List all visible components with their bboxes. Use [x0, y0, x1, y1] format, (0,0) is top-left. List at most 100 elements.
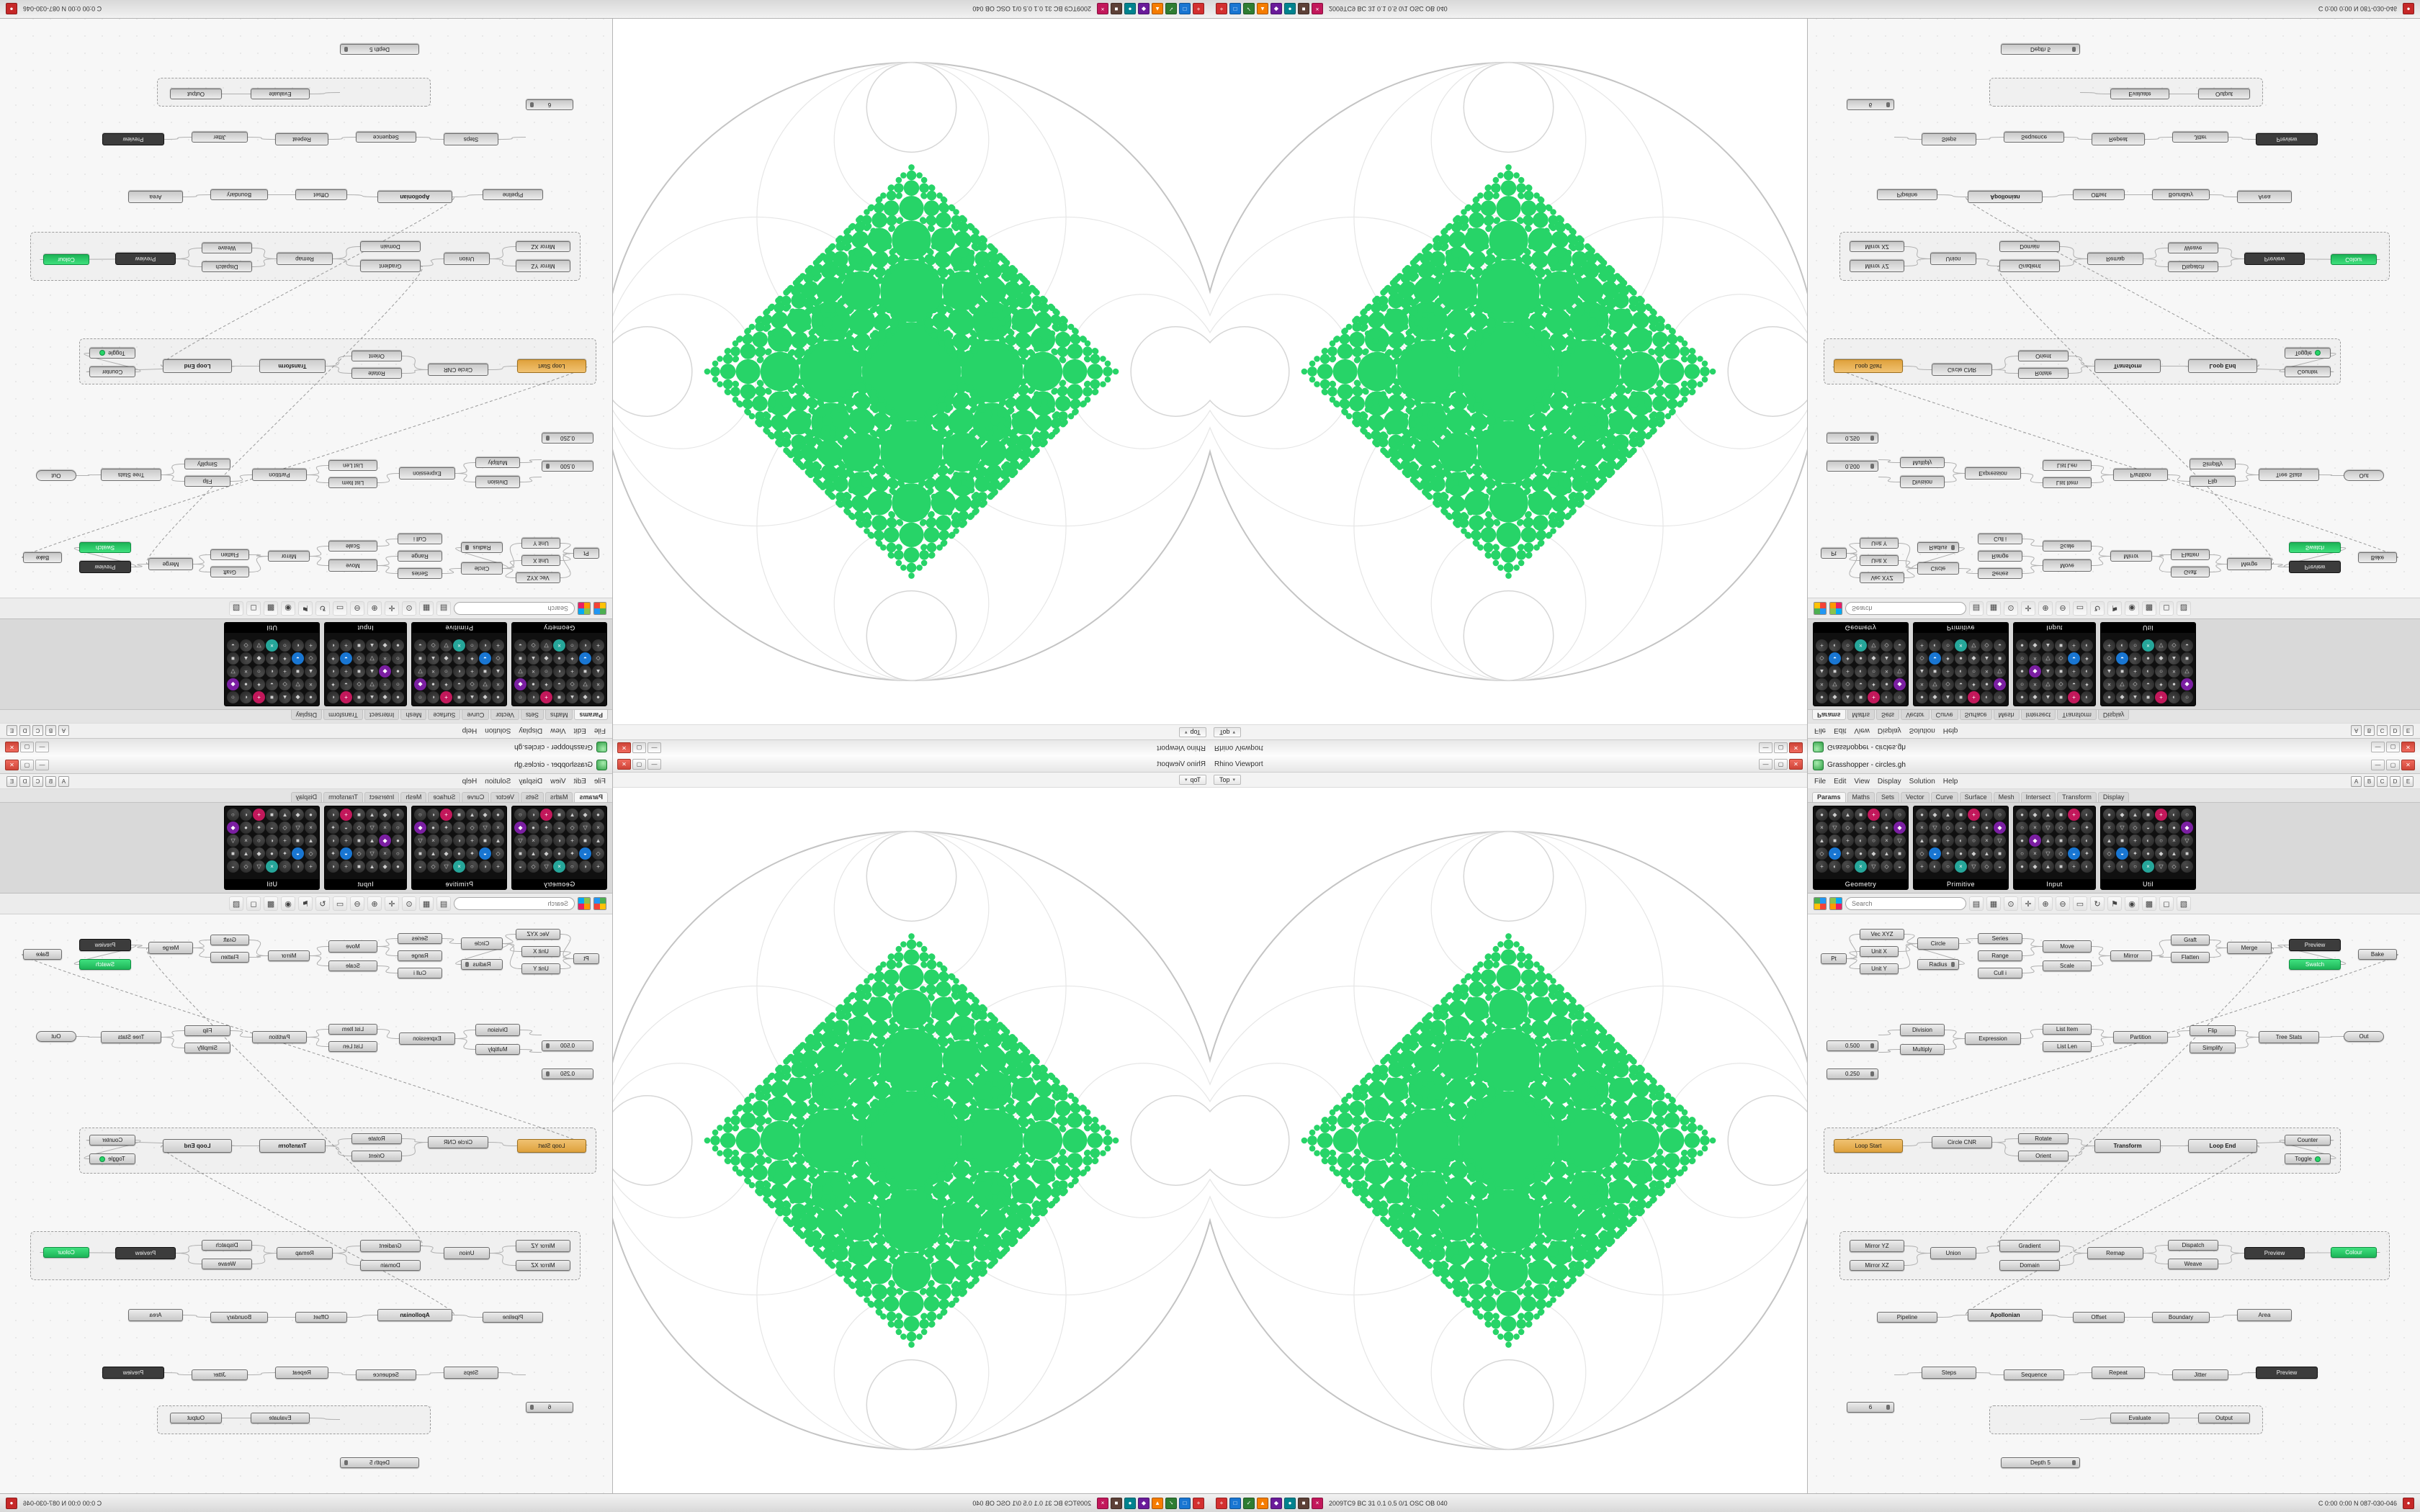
component-icon[interactable]: +	[466, 834, 478, 847]
component-icon[interactable]: ◇	[1816, 652, 1828, 665]
component-icon[interactable]: ▲	[2129, 691, 2141, 703]
component-icon[interactable]: ▲	[466, 809, 478, 821]
component-icon[interactable]: ◒	[292, 652, 304, 665]
gh-node-preview[interactable]: Preview	[2256, 133, 2318, 145]
gh-node-tree-stats[interactable]: Tree Stats	[2259, 469, 2319, 481]
tab-params[interactable]: Params	[574, 792, 608, 802]
gh-node-depth-5[interactable]: Depth 5	[340, 1457, 419, 1468]
quick-tab-d[interactable]: D	[19, 725, 30, 737]
component-icon[interactable]: ●	[1981, 678, 1993, 690]
component-icon[interactable]: ◒	[340, 847, 352, 860]
component-icon[interactable]: ▽	[1929, 678, 1941, 690]
component-icon[interactable]: ■	[353, 639, 365, 652]
gh-node-orient[interactable]: Orient	[351, 351, 402, 361]
component-icon[interactable]: +	[340, 691, 352, 703]
quick-tab-b[interactable]: B	[45, 775, 56, 787]
component-icon[interactable]: ○	[466, 860, 478, 873]
component-icon[interactable]: ◇	[466, 822, 478, 834]
component-icon[interactable]: ●	[1816, 809, 1828, 821]
component-icon[interactable]: ●	[1916, 691, 1928, 703]
gh-node-division[interactable]: Division	[1900, 1024, 1945, 1036]
component-icon[interactable]: ◆	[292, 809, 304, 821]
component-icon[interactable]: ◇	[279, 822, 291, 834]
gh-node-series[interactable]: Series	[1978, 568, 2022, 579]
component-icon[interactable]: ▽	[253, 860, 265, 873]
component-icon[interactable]: +	[566, 665, 578, 678]
gh-node-loop-end[interactable]: Loop End	[2188, 359, 2257, 373]
component-icon[interactable]: ×	[2029, 822, 2041, 834]
component-icon[interactable]: ×	[379, 822, 391, 834]
component-icon[interactable]: ◐	[292, 860, 304, 873]
statusbar-app-icon[interactable]: +	[1216, 1497, 1227, 1509]
component-icon[interactable]: ◒	[1994, 639, 2006, 652]
component-icon[interactable]: ○	[227, 691, 239, 703]
gh-node-circle[interactable]: Circle	[1917, 562, 1959, 575]
gh-node-remap[interactable]: Remap	[2087, 1247, 2143, 1259]
component-icon[interactable]: ○	[2181, 691, 2193, 703]
component-icon[interactable]: ◒	[2068, 847, 2080, 860]
component-icon[interactable]: ◆	[1868, 652, 1880, 665]
gh-node-merge[interactable]: Merge	[148, 558, 193, 570]
component-icon[interactable]: ▲	[592, 665, 604, 678]
component-icon[interactable]: ✦	[466, 847, 478, 860]
menu-item-solution[interactable]: Solution	[1909, 777, 1935, 786]
gh-node-circle[interactable]: Circle	[1917, 937, 1959, 950]
component-icon[interactable]: ◇	[353, 822, 365, 834]
statusbar-app-icon[interactable]: ▲	[1257, 1497, 1268, 1509]
gh-node-preview[interactable]: Preview	[2256, 1367, 2318, 1379]
component-icon[interactable]: +	[253, 691, 265, 703]
gh-node-mirror-xz[interactable]: Mirror XZ	[516, 1260, 570, 1271]
gh-node-boundary[interactable]: Boundary	[2152, 189, 2210, 200]
gh-node-expression[interactable]: Expression	[399, 467, 455, 480]
tab-vector[interactable]: Vector	[1901, 710, 1930, 720]
menu-item-edit[interactable]: Edit	[573, 777, 586, 786]
component-icon[interactable]: ▲	[305, 665, 317, 678]
gh-node-merge[interactable]: Merge	[148, 942, 193, 954]
statusbar-app-icon[interactable]: ✓	[1243, 3, 1255, 15]
component-icon[interactable]: ◇	[1842, 678, 1854, 690]
gh-node-dispatch[interactable]: Dispatch	[2168, 261, 2218, 272]
gh-node-remap[interactable]: Remap	[277, 253, 333, 265]
component-icon[interactable]: ✦	[540, 678, 552, 690]
quick-tab-e[interactable]: E	[6, 775, 17, 787]
component-icon[interactable]: ◒	[414, 860, 426, 873]
gh-node-repeat[interactable]: Repeat	[275, 133, 328, 145]
component-icon[interactable]: ✦	[327, 847, 339, 860]
gh-node-simplify[interactable]: Simplify	[2190, 1043, 2236, 1053]
component-icon[interactable]: ▽	[366, 652, 378, 665]
component-icon[interactable]: ○	[392, 678, 404, 690]
component-icon[interactable]: ●	[2016, 860, 2028, 873]
component-icon[interactable]: ◐	[2116, 639, 2128, 652]
component-icon[interactable]: ◆	[1968, 847, 1980, 860]
component-icon[interactable]: ✦	[253, 822, 265, 834]
component-icon[interactable]: ◐	[527, 691, 539, 703]
tab-intersect[interactable]: Intersect	[364, 792, 400, 802]
component-icon[interactable]: ▽	[2042, 847, 2054, 860]
gh-node-unit-x[interactable]: Unit X	[1860, 946, 1899, 957]
component-icon[interactable]: ▲	[1881, 652, 1893, 665]
component-icon[interactable]: ▽	[2155, 860, 2167, 873]
gh-node-vec-xyz[interactable]: Vec XYZ	[516, 572, 560, 583]
component-icon[interactable]: ▽	[292, 678, 304, 690]
gh-node-repeat[interactable]: Repeat	[2092, 133, 2145, 145]
component-icon[interactable]: ■	[1994, 652, 2006, 665]
component-icon[interactable]: ◇	[1942, 678, 1954, 690]
gh-node-circle[interactable]: Circle	[461, 562, 503, 575]
gh-node-cull-i[interactable]: Cull i	[398, 534, 442, 544]
toolbar-icon[interactable]: ▤	[436, 601, 451, 616]
gh-node-loop-end[interactable]: Loop End	[2188, 1139, 2257, 1153]
component-icon[interactable]: ✦	[2081, 847, 2093, 860]
gh-node-vec-xyz[interactable]: Vec XYZ	[1860, 929, 1904, 940]
statusbar-app-icon[interactable]: ●	[1284, 3, 1296, 15]
component-icon[interactable]: ◇	[1916, 652, 1928, 665]
gh-node-multiply[interactable]: Multiply	[475, 1044, 520, 1055]
gh-node-dispatch[interactable]: Dispatch	[202, 261, 252, 272]
toolbar-icon[interactable]: ▭	[2073, 896, 2087, 911]
component-icon[interactable]: +	[2129, 665, 2141, 678]
gh-node-toggle[interactable]: Toggle	[2285, 1153, 2331, 1164]
gh-node-rotate[interactable]: Rotate	[351, 1133, 402, 1144]
statusbar-app-icon[interactable]: +	[1216, 3, 1227, 15]
component-icon[interactable]: ▽	[366, 678, 378, 690]
component-icon[interactable]: ■	[453, 809, 465, 821]
component-icon[interactable]: ◐	[553, 665, 565, 678]
